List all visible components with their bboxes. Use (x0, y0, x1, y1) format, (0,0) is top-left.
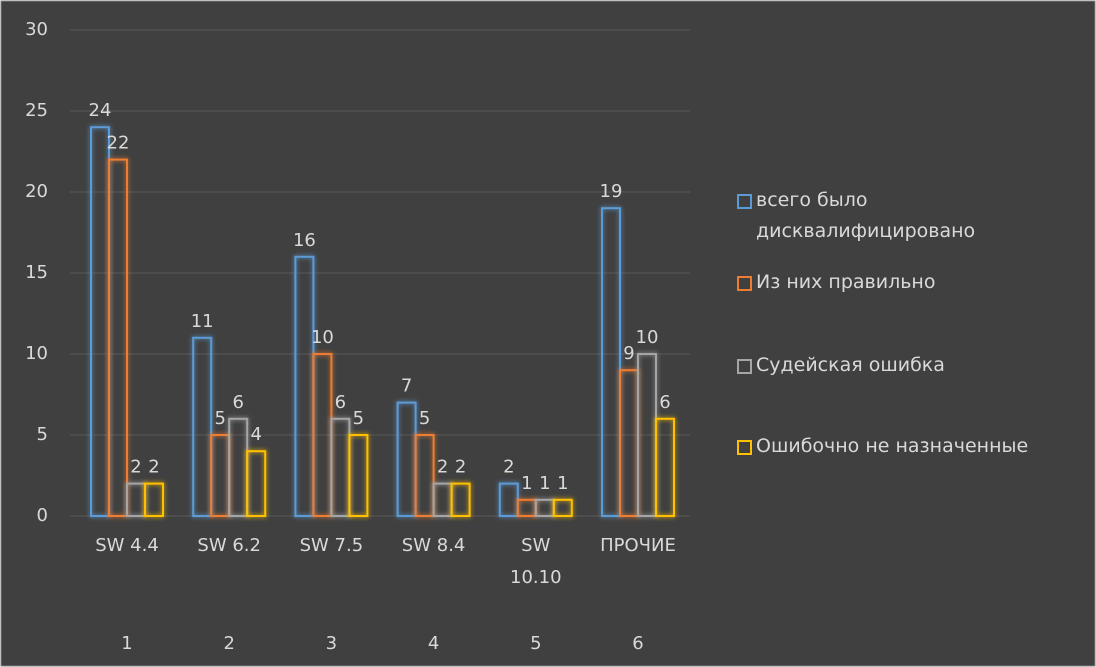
data-label: 6 (335, 392, 346, 413)
data-label: 2 (130, 457, 141, 478)
legend-item: Ошибочно не назначенные (737, 431, 1028, 462)
x-group-label: 2 (223, 633, 235, 654)
bar (246, 450, 267, 518)
data-label: 11 (191, 311, 214, 332)
y-tick-label: 25 (25, 100, 48, 121)
data-label: 6 (232, 392, 243, 413)
legend-item: Из них правильно (737, 267, 935, 298)
data-label: 10 (311, 327, 334, 348)
legend-label: Судейская ошибка (756, 354, 945, 376)
legend-item: Судейская ошибка (737, 350, 945, 381)
data-label: 5 (353, 408, 364, 429)
legend-swatch (737, 194, 752, 209)
y-tick-label: 15 (25, 262, 48, 283)
data-label: 1 (557, 473, 568, 494)
x-tick-label: ПРОЧИЕ (600, 535, 676, 556)
data-label: 10 (636, 327, 659, 348)
data-label: 2 (148, 457, 159, 478)
x-tick-label: SW 6.2 (197, 535, 261, 556)
data-label: 7 (401, 376, 412, 397)
data-label: 2 (437, 457, 448, 478)
data-label: 1 (521, 473, 532, 494)
y-tick-label: 20 (25, 181, 48, 202)
data-label: 22 (107, 133, 130, 154)
legend-swatch (737, 359, 752, 374)
x-tick-label: SW 7.5 (299, 535, 364, 556)
legend-swatch (737, 276, 752, 291)
x-group-label: 4 (427, 633, 440, 654)
bar (552, 498, 573, 517)
x-group-label: 5 (530, 633, 542, 654)
bar (192, 336, 213, 517)
data-label: 4 (250, 424, 261, 445)
bar (144, 482, 164, 518)
legend-label: Ошибочно не назначенные (756, 435, 1029, 457)
data-label: 6 (659, 392, 670, 413)
data-label: 19 (600, 181, 623, 202)
x-tick-label: SW 10.10 (510, 535, 562, 588)
legend-item: всего было дисквалифицировано (737, 185, 1041, 247)
bar (108, 158, 128, 517)
data-label: 9 (623, 343, 634, 364)
x-group-label: 1 (121, 633, 133, 654)
bar (601, 207, 621, 517)
data-label: 1 (539, 473, 550, 494)
bar (450, 482, 471, 518)
y-tick-label: 0 (37, 505, 48, 526)
data-label: 2 (455, 457, 466, 478)
data-label: 16 (293, 230, 316, 251)
legend-label: Из них правильно (756, 271, 936, 293)
y-tick-label: 10 (25, 343, 48, 364)
bar (348, 434, 369, 517)
legend-swatch (737, 440, 752, 455)
bar (655, 417, 675, 517)
y-tick-label: 30 (25, 19, 48, 40)
bar (414, 434, 435, 517)
legend-label: всего было дисквалифицировано (756, 189, 976, 242)
data-label: 24 (89, 100, 112, 121)
x-tick-label: SW 8.4 (401, 535, 466, 556)
x-group-label: 3 (325, 633, 338, 654)
data-label: 5 (419, 408, 430, 429)
data-label: 2 (503, 457, 514, 478)
x-group-label: 6 (632, 633, 644, 654)
x-tick-label: SW 4.4 (95, 535, 159, 556)
y-tick-label: 5 (37, 424, 48, 445)
data-label: 5 (214, 408, 225, 429)
